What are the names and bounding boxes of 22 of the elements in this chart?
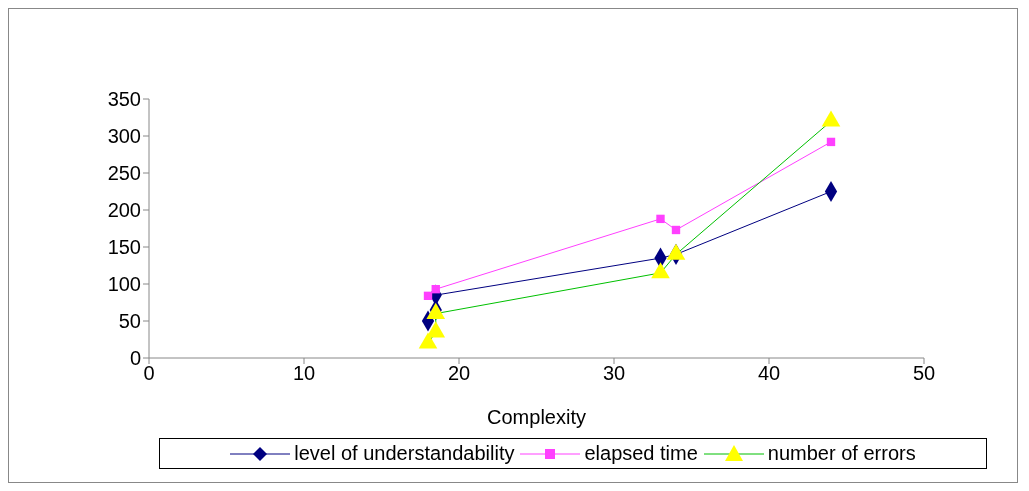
x-tick-label: 20 <box>447 362 471 385</box>
y-tick-label: 100 <box>107 273 141 296</box>
x-tick-label: 10 <box>292 362 316 385</box>
y-tick-label: 150 <box>107 236 141 259</box>
y-tick-label: 0 <box>129 347 141 370</box>
legend-label: elapsed time <box>584 442 698 465</box>
x-tick-label: 0 <box>143 362 155 385</box>
y-tick-label: 300 <box>107 125 141 148</box>
x-axis-title: Complexity <box>487 406 586 428</box>
point <box>656 214 665 224</box>
y-tick-label: 350 <box>107 88 141 111</box>
legend-label: level of understandability <box>294 442 515 465</box>
y-tick-label: 200 <box>107 199 141 222</box>
x-tick-label: 30 <box>602 362 626 385</box>
point <box>826 137 836 147</box>
point <box>671 225 681 235</box>
x-tick-label: 50 <box>912 362 936 385</box>
x-tick-label: 40 <box>757 362 781 385</box>
y-tick-label: 50 <box>118 310 141 333</box>
legend-label: number of errors <box>767 442 916 465</box>
y-tick-label: 250 <box>107 162 141 185</box>
point <box>423 291 433 301</box>
